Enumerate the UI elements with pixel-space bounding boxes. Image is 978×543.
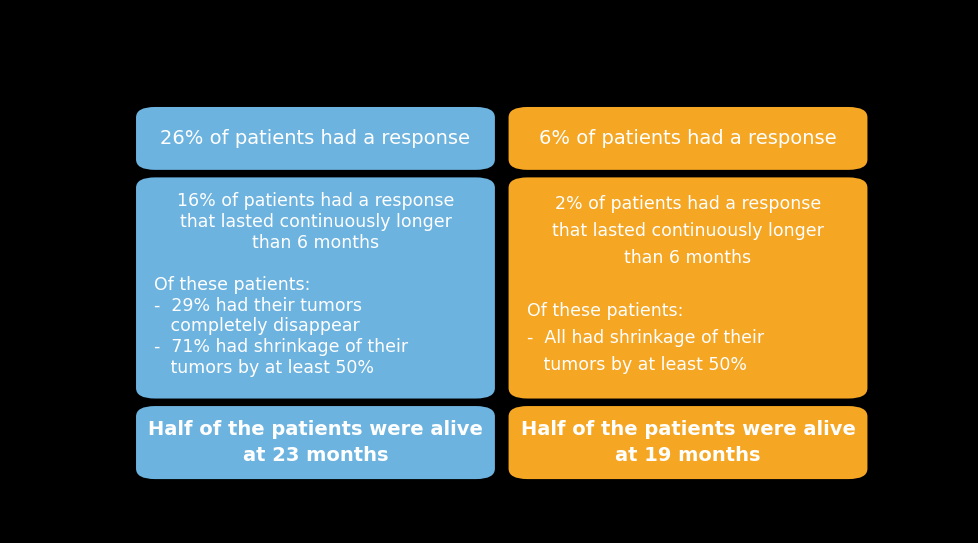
Text: -  29% had their tumors: - 29% had their tumors [154, 296, 362, 314]
Text: than 6 months: than 6 months [624, 249, 751, 267]
Text: tumors by at least 50%: tumors by at least 50% [526, 356, 746, 374]
FancyBboxPatch shape [508, 107, 867, 170]
Text: 16% of patients had a response: 16% of patients had a response [177, 192, 454, 210]
Text: 26% of patients had a response: 26% of patients had a response [160, 129, 470, 148]
FancyBboxPatch shape [136, 406, 495, 479]
Text: Of these patients:: Of these patients: [526, 302, 683, 320]
FancyBboxPatch shape [508, 406, 867, 479]
FancyBboxPatch shape [508, 178, 867, 399]
Text: than 6 months: than 6 months [251, 234, 378, 252]
Text: Half of the patients were alive
at 23 months: Half of the patients were alive at 23 mo… [148, 420, 482, 465]
Text: Half of the patients were alive
at 19 months: Half of the patients were alive at 19 mo… [520, 420, 855, 465]
Text: -  71% had shrinkage of their: - 71% had shrinkage of their [154, 338, 408, 356]
Text: that lasted continuously longer: that lasted continuously longer [552, 222, 823, 240]
FancyBboxPatch shape [136, 107, 495, 170]
FancyBboxPatch shape [136, 178, 495, 399]
Text: completely disappear: completely disappear [154, 318, 359, 336]
Text: tumors by at least 50%: tumors by at least 50% [154, 359, 374, 377]
Text: Of these patients:: Of these patients: [154, 276, 310, 294]
Text: that lasted continuously longer: that lasted continuously longer [179, 213, 451, 231]
Text: -  All had shrinkage of their: - All had shrinkage of their [526, 330, 763, 348]
Text: 6% of patients had a response: 6% of patients had a response [539, 129, 836, 148]
Text: 2% of patients had a response: 2% of patients had a response [555, 195, 821, 213]
